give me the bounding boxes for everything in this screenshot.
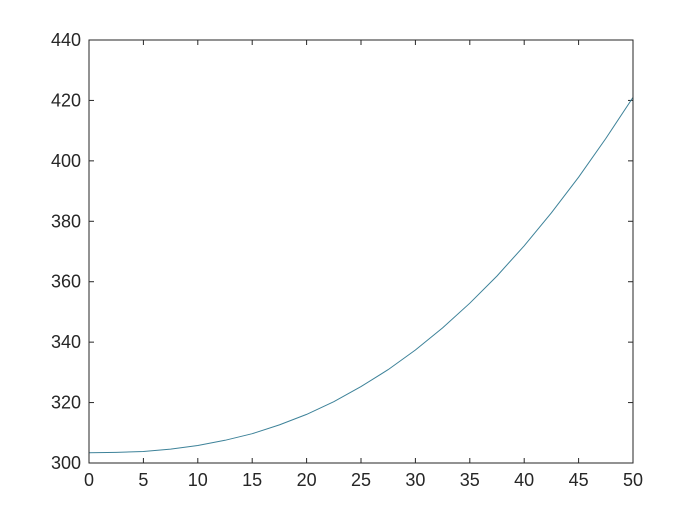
- axes-box: [88, 39, 634, 464]
- y-tick-label: 320: [51, 393, 81, 413]
- x-tick-label: 30: [405, 470, 425, 490]
- x-tick-label: 50: [623, 470, 643, 490]
- x-tick-label: 40: [514, 470, 534, 490]
- x-tick-label: 25: [351, 470, 371, 490]
- y-tick-label: 440: [51, 30, 81, 50]
- x-tick-label: 5: [138, 470, 148, 490]
- x-tick-label: 0: [84, 470, 94, 490]
- x-tick-label: 10: [188, 470, 208, 490]
- y-tick-label: 300: [51, 453, 81, 473]
- y-tick-label: 380: [51, 211, 81, 231]
- x-tick-label: 20: [297, 470, 317, 490]
- y-tick-label: 420: [51, 90, 81, 110]
- y-tick-label: 340: [51, 332, 81, 352]
- data-series-line: [88, 97, 634, 454]
- axis-tick-labels: 0 5 10 15 20 25 30 35 40 45 50 300 320 340 360 380 400 42…: [51, 30, 643, 490]
- x-tick-label: 15: [242, 470, 262, 490]
- x-tick-label: 35: [460, 470, 480, 490]
- x-tick-label: 45: [569, 470, 589, 490]
- y-tick-label: 400: [51, 151, 81, 171]
- y-tick-label: 360: [51, 272, 81, 292]
- axis-ticks: [88, 39, 634, 464]
